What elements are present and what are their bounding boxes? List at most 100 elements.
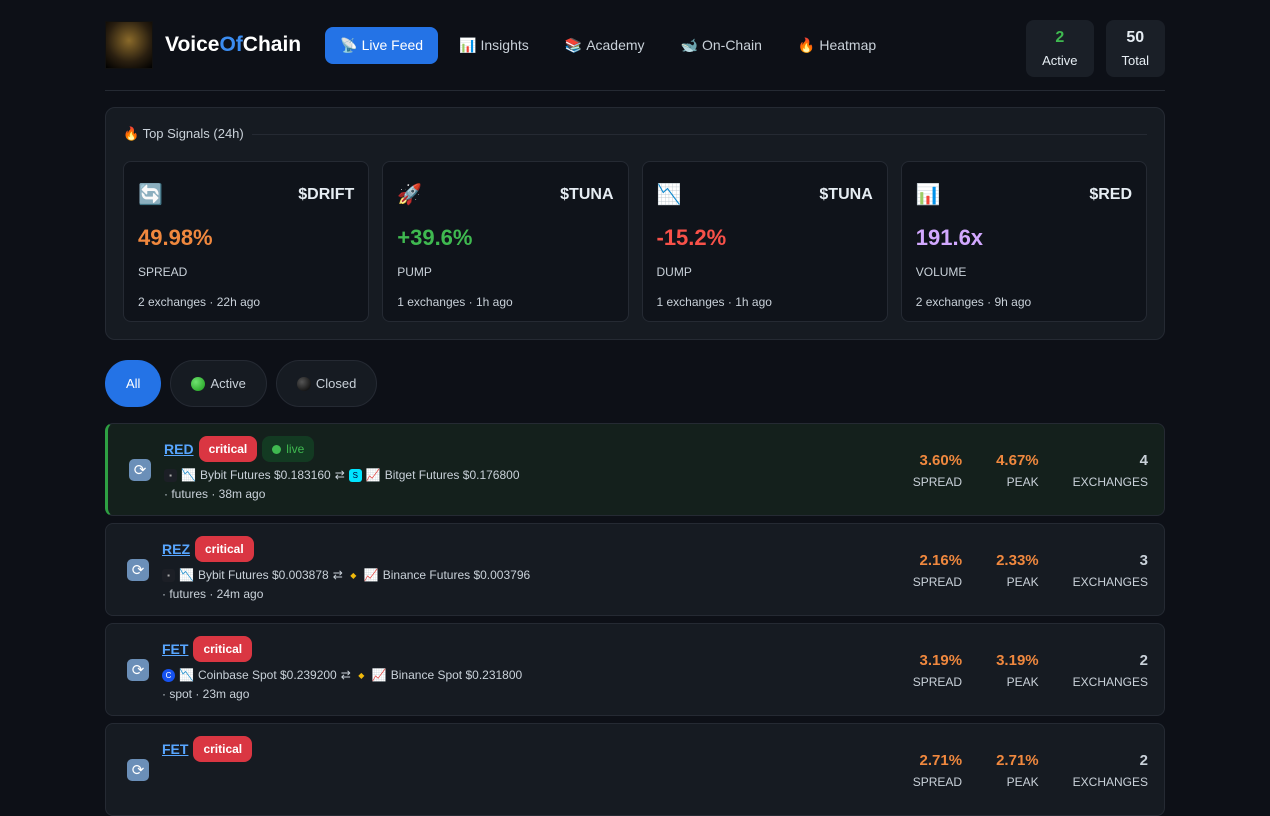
chart-up-icon: 📈: [363, 568, 379, 582]
spread-stat: 3.19% SPREAD: [913, 652, 962, 689]
bitget-logo-icon: S: [348, 468, 362, 482]
arrows-cycle-icon: ⟳: [127, 759, 149, 781]
fire-icon: 🔥: [797, 36, 816, 53]
panel-title-text: 🔥 Top Signals (24h): [123, 126, 244, 141]
signal-value: 49.98%: [138, 225, 213, 250]
whale-icon: 🐋: [680, 36, 698, 53]
swap-arrow-icon: ⇄: [332, 568, 343, 582]
signal-card[interactable]: 📊 $RED 191.6x VOLUME 2 exchanges · 9h ag…: [900, 161, 1147, 322]
row-meta: · futures · 38m ago: [164, 487, 266, 501]
nav-live-feed[interactable]: 📡 Live Feed: [325, 26, 439, 64]
spread-value: 3.60%: [919, 452, 963, 469]
brand-name[interactable]: VoiceOfChain: [165, 33, 301, 57]
satellite-icon: 📡: [340, 36, 358, 53]
nav-insights[interactable]: 📊 Insights: [444, 27, 544, 64]
signal-type-icon: 📊: [915, 184, 941, 206]
active-label: Active: [1042, 53, 1078, 68]
panel-title: 🔥 Top Signals (24h): [123, 126, 1147, 142]
binance-logo-icon: ◆: [350, 570, 357, 580]
peak-stat: 2.71% PEAK: [996, 752, 1039, 789]
brand-part: Of: [219, 33, 243, 56]
spread-label: SPREAD: [912, 775, 963, 789]
filter-label: Active: [210, 376, 246, 391]
signal-value: 191.6x: [915, 225, 984, 250]
peak-label: PEAK: [1006, 775, 1039, 789]
signal-meta: 2 exchanges · 22h ago: [138, 295, 261, 309]
nav-on-chain[interactable]: 🐋 On-Chain: [666, 27, 777, 64]
table-row[interactable]: ⟳ FET critical C 📉 Coinbase Spot $0.239200 ⇄…: [105, 623, 1165, 716]
swap-arrow-icon: ⇄: [334, 468, 345, 482]
exchanges-label: EXCHANGES: [1072, 575, 1148, 589]
nav-heatmap[interactable]: 🔥 Heatmap: [783, 27, 891, 64]
signal-symbol: $TUNA: [819, 186, 873, 203]
ticker-link[interactable]: REZ: [162, 541, 190, 557]
swap-arrow-icon: ⇄: [340, 668, 351, 682]
peak-stat: 3.19% PEAK: [996, 652, 1039, 689]
signal-type-icon: 🚀: [397, 184, 423, 206]
nav-label: Live Feed: [361, 37, 424, 53]
signal-card[interactable]: 🔄 $DRIFT 49.98% SPREAD 2 exchanges · 22h…: [123, 161, 370, 322]
main-nav: 📡 Live Feed 📊 Insights 📚 Academy 🐋 On-Chain …: [325, 26, 891, 64]
signal-card[interactable]: 🚀 $TUNA +39.6% PUMP 1 exchanges · 1h ago: [382, 161, 629, 322]
peak-value: 3.19%: [996, 652, 1039, 669]
signal-card[interactable]: 📉 $TUNA -15.2% DUMP 1 exchanges · 1h ago: [641, 161, 888, 322]
table-row[interactable]: ⟳ FET critical 2.71% SPREAD 2.71% PEAK 2 EXC…: [105, 723, 1165, 816]
severity-badge: critical: [195, 536, 254, 562]
ticker-link[interactable]: RED: [164, 441, 194, 457]
spread-value: 2.16%: [919, 552, 963, 569]
signal-type-icon: 🔄: [138, 184, 163, 206]
brand-part: Chain: [242, 33, 302, 56]
severity-badge: critical: [193, 636, 253, 662]
spread-value: 3.19%: [919, 652, 963, 669]
spread-label: SPREAD: [912, 675, 963, 689]
buy-exchange: Bybit Futures $0.183160: [199, 468, 331, 482]
nav-academy[interactable]: 📚 Academy: [550, 27, 660, 64]
peak-label: PEAK: [1006, 475, 1039, 489]
ticker-link[interactable]: FET: [162, 641, 189, 657]
live-badge: live: [262, 436, 315, 462]
spread-stat: 2.71% SPREAD: [913, 752, 962, 789]
filter-label: All: [126, 376, 141, 391]
route: ▪ 📉 Bybit Futures $0.183160 ⇄ S 📈 Bitget Futur…: [164, 468, 1164, 482]
bybit-logo-icon: ▪: [164, 468, 177, 482]
spread-stat: 2.16% SPREAD: [913, 552, 962, 589]
exchanges-stat: 2 EXCHANGES: [1073, 652, 1148, 689]
filter-label: Closed: [315, 376, 357, 391]
chart-down-icon: 📉: [179, 668, 194, 682]
signal-value: -15.2%: [656, 225, 727, 250]
signal-type: VOLUME: [915, 265, 967, 279]
filter-active[interactable]: Active: [170, 360, 267, 407]
spread-label: SPREAD: [912, 475, 963, 489]
signal-type: SPREAD: [138, 265, 188, 279]
nav-label: On-Chain: [701, 37, 762, 53]
active-count: 2 Active: [1026, 20, 1094, 77]
filter-closed[interactable]: Closed: [275, 360, 378, 407]
table-row[interactable]: ⟳ REZ critical ▪ 📉 Bybit Futures $0.003878 ⇄…: [105, 523, 1165, 616]
severity-badge: critical: [198, 436, 258, 462]
exchanges-label: EXCHANGES: [1072, 775, 1148, 789]
total-label: Total: [1121, 53, 1149, 68]
exchanges-label: EXCHANGES: [1072, 475, 1148, 489]
total-value: 50: [1126, 29, 1145, 46]
ticker-link[interactable]: FET: [162, 741, 189, 757]
row-meta: · spot · 23m ago: [162, 687, 250, 701]
signal-type-icon: 📉: [656, 184, 682, 206]
signal-symbol: $DRIFT: [298, 186, 355, 203]
arrows-cycle-icon: ⟳: [127, 659, 149, 681]
exchanges-value: 2: [1139, 752, 1148, 769]
table-row[interactable]: ⟳ RED critical live ▪ 📉 Bybit Futures $0.183…: [105, 423, 1165, 516]
nav-label: Heatmap: [819, 37, 877, 53]
brand-part: Voice: [165, 33, 220, 56]
signal-value: +39.6%: [397, 225, 473, 250]
black-dot-icon: [296, 376, 311, 391]
chart-up-icon: 📈: [371, 668, 387, 682]
row-meta: · futures · 24m ago: [162, 587, 264, 601]
exchanges-value: 3: [1139, 552, 1148, 569]
logo[interactable]: [105, 21, 153, 69]
chart-down-icon: 📉: [179, 568, 194, 582]
filter-all[interactable]: All: [105, 360, 162, 407]
coinbase-logo-icon: C: [162, 668, 175, 682]
binance-logo-icon: ◆: [358, 670, 365, 680]
exchanges-label: EXCHANGES: [1072, 675, 1148, 689]
severity-badge: critical: [193, 736, 253, 762]
